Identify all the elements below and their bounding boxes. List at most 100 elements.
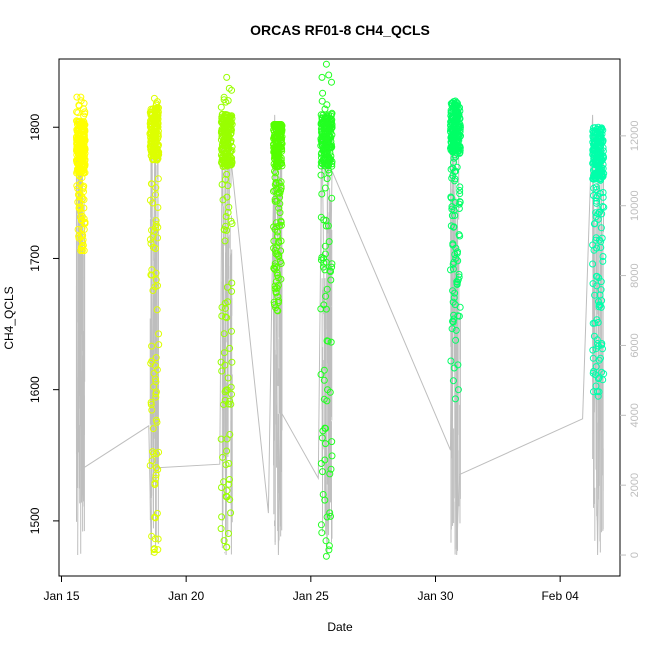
data-point [599,253,607,260]
y2-tick-label: 6000 [629,333,641,357]
data-point [152,191,160,199]
data-point [147,117,154,125]
data-point [150,450,157,458]
data-point [223,386,231,394]
data-point [454,386,462,394]
data-point [80,204,88,212]
series-rf01 [73,93,89,255]
data-point [597,134,604,142]
data-point [151,283,159,291]
data-point [317,213,325,221]
data-point [592,363,600,371]
data-point [318,190,326,198]
data-point [318,434,326,442]
data-point [154,234,162,242]
data-point [320,376,328,384]
data-point [148,180,156,188]
data-point [150,545,158,553]
data-point [223,139,231,147]
data-point [226,344,234,352]
data-point [323,513,331,521]
series-rf07 [589,123,608,400]
data-point [226,496,234,503]
data-point [272,144,280,152]
data-point [599,257,607,265]
data-point [155,148,163,156]
data-point [594,298,602,306]
data-point [217,525,225,533]
data-point [448,203,456,211]
data-point [223,435,231,443]
data-point [148,342,156,350]
data-point [598,124,606,132]
data-point [318,116,326,124]
data-point [322,552,330,560]
data-point [78,151,86,159]
data-point [272,288,280,296]
y-tick-label: 1600 [28,376,42,403]
data-point [270,264,278,272]
data-point [153,104,161,112]
data-point [270,244,278,252]
data-point [228,358,236,366]
x-tick-label: Feb 04 [541,589,579,603]
data-point [225,203,233,211]
y2-tick-label: 12000 [629,121,641,152]
y2-tick-label: 8000 [629,263,641,287]
data-point [450,206,458,214]
data-point [450,315,458,323]
x-tick-label: Jan 25 [293,589,329,603]
data-point [454,257,462,265]
data-point [321,266,329,274]
data-point [218,367,226,375]
data-point [152,378,160,386]
data-point [321,184,329,192]
data-point [326,388,334,396]
data-point [223,283,231,291]
data-point [273,197,281,205]
data-point [322,440,329,448]
data-point [217,136,225,144]
data-point [595,274,603,282]
data-point [77,93,85,101]
data-point [75,117,83,125]
data-point [593,152,601,160]
data-point [228,390,235,398]
data-point [593,199,600,207]
data-point [78,118,86,126]
data-point [270,135,278,142]
data-point [322,222,330,230]
data-point [447,357,455,365]
data-point [151,513,159,521]
data-point [271,301,278,309]
data-point [225,480,233,488]
data-point [326,470,334,478]
data-point [148,155,156,163]
data-point [150,227,158,235]
data-point [317,171,325,179]
data-point [147,141,155,149]
data-point [321,496,329,504]
data-point [271,225,279,233]
data-point [277,178,285,186]
data-point [600,203,608,211]
data-point [150,369,158,377]
data-point [77,213,85,221]
data-point [224,97,232,105]
data-point [272,278,280,286]
data-point [456,198,464,206]
data-point [598,341,605,349]
data-point [451,301,459,309]
data-point [328,194,336,202]
data-point [74,226,82,233]
data-point [453,149,461,157]
data-point [79,183,87,191]
data-point [221,396,229,404]
data-point [599,144,607,152]
data-point [319,111,327,119]
data-point [228,86,236,94]
data-point [328,116,336,124]
data-point [598,234,606,242]
data-point [218,115,226,122]
